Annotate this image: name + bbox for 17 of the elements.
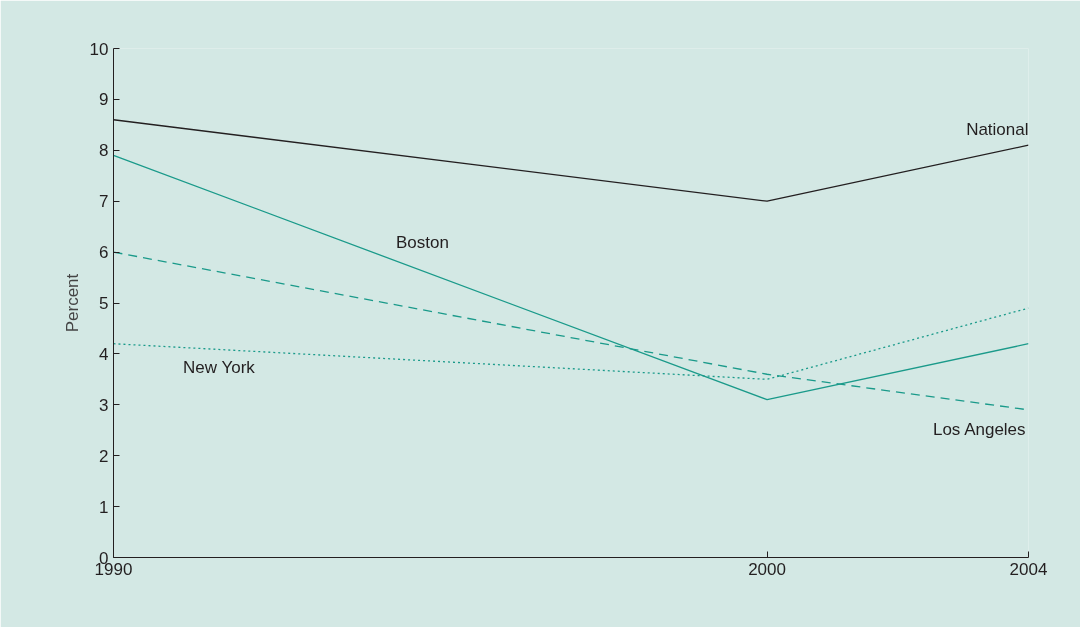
series-label: National xyxy=(966,120,1029,140)
y-tick-label: 9 xyxy=(99,90,109,110)
series-label: Boston xyxy=(396,232,449,252)
series-label: Los Angeles xyxy=(932,419,1026,439)
y-tick-label: 4 xyxy=(99,344,109,364)
y-tick-label: 2 xyxy=(99,446,109,466)
y-tick-label: 3 xyxy=(99,395,109,415)
y-tick-label: 6 xyxy=(99,243,109,263)
y-tick-label: 10 xyxy=(89,39,109,59)
series-label: New York xyxy=(183,358,256,378)
y-axis-title: Percent xyxy=(62,273,82,333)
x-tick-label: 2000 xyxy=(748,559,786,579)
y-tick-label: 1 xyxy=(99,497,109,517)
y-tick-label: 7 xyxy=(99,192,109,212)
y-tick-label: 8 xyxy=(99,141,109,161)
y-tick-label: 5 xyxy=(99,294,109,313)
x-tick-label: 2004 xyxy=(1009,559,1048,579)
